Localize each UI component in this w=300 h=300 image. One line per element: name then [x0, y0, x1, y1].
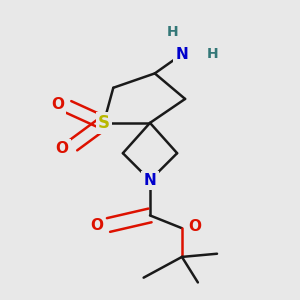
- Text: N: N: [176, 47, 188, 62]
- Text: H: H: [167, 25, 178, 39]
- Text: N: N: [144, 173, 156, 188]
- Text: H: H: [206, 47, 218, 61]
- Text: O: O: [188, 219, 201, 234]
- Text: O: O: [51, 97, 64, 112]
- Text: O: O: [90, 218, 103, 232]
- Text: O: O: [56, 141, 69, 156]
- Text: S: S: [98, 114, 110, 132]
